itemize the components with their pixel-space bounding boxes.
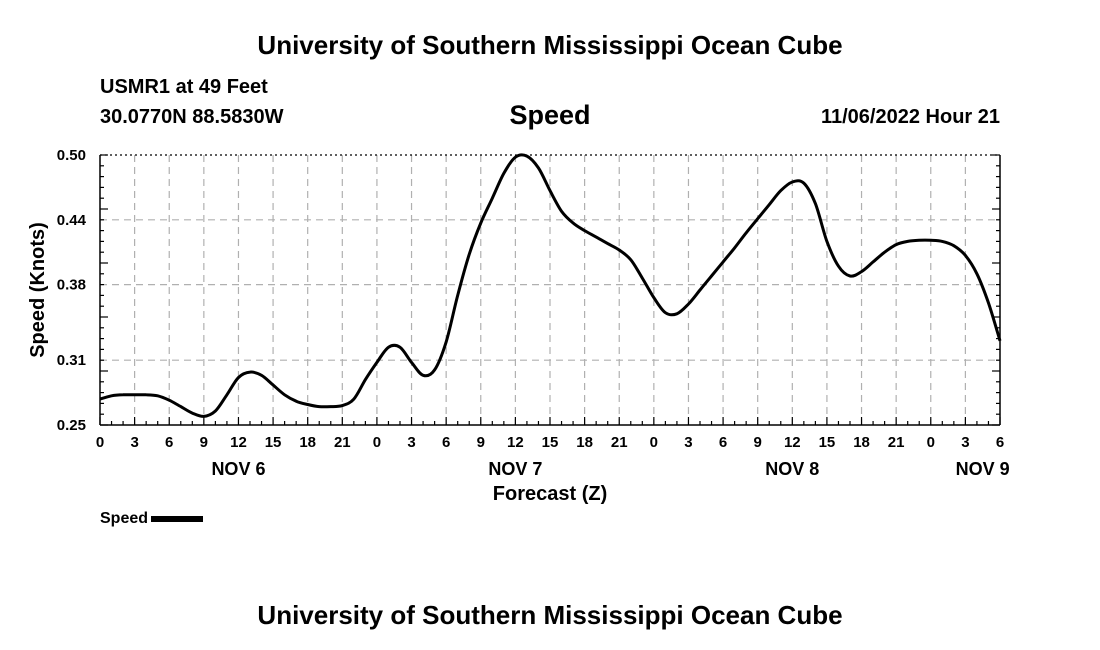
x-tick-label: 15 <box>542 434 559 451</box>
x-tick-label: 0 <box>373 434 381 451</box>
day-label: NOV 8 <box>765 459 819 479</box>
x-tick-label: 0 <box>96 434 104 451</box>
x-tick-label: 0 <box>650 434 658 451</box>
legend: Speed <box>100 510 204 528</box>
station-label: USMR1 at 49 Feet <box>100 76 268 98</box>
series-line-speed <box>99 153 1002 418</box>
y-tick-label: 0.25 <box>57 417 86 434</box>
y-tick-label: 0.44 <box>57 212 87 229</box>
x-axis-label: Forecast (Z) <box>493 483 607 505</box>
y-tick-label: 0.50 <box>57 147 86 164</box>
series <box>99 153 1002 418</box>
x-tick-label: 21 <box>888 434 905 451</box>
day-label: NOV 6 <box>211 459 265 479</box>
axes <box>99 154 1001 426</box>
coordinates-label: 30.0770N 88.5830W <box>100 106 284 128</box>
x-tick-label: 6 <box>442 434 450 451</box>
x-tick-label: 21 <box>334 434 351 451</box>
x-tick-label: 6 <box>165 434 173 451</box>
x-tick-label: 18 <box>853 434 870 451</box>
grid <box>100 155 1000 425</box>
y-tick-label: 0.31 <box>57 352 86 369</box>
timestamp-label: 11/06/2022 Hour 21 <box>820 106 1000 128</box>
legend-swatch <box>151 516 204 522</box>
day-label: NOV 7 <box>488 459 542 479</box>
x-tick-label: 12 <box>507 434 524 451</box>
footer-title: University of Southern Mississippi Ocean… <box>257 600 843 630</box>
axis-labels: Speed (Knots) Forecast (Z) 0 3 6 9 12 15 18 21 0… <box>27 147 1010 505</box>
x-tick-label: 0 <box>927 434 935 451</box>
x-tick-label: 3 <box>407 434 415 451</box>
x-tick-label: 21 <box>611 434 628 451</box>
x-tick-label: 15 <box>265 434 282 451</box>
x-tick-label: 12 <box>230 434 247 451</box>
variable-title: Speed <box>509 100 591 130</box>
x-tick-label: 18 <box>299 434 316 451</box>
x-tick-label: 6 <box>719 434 727 451</box>
day-label: NOV 9 <box>956 459 1010 479</box>
x-tick-label: 9 <box>754 434 762 451</box>
x-tick-label: 9 <box>477 434 485 451</box>
x-tick-label: 3 <box>684 434 692 451</box>
x-tick-label: 3 <box>961 434 969 451</box>
x-tick-label: 3 <box>130 434 138 451</box>
y-tick-label: 0.38 <box>57 277 86 294</box>
chart-title: University of Southern Mississippi Ocean… <box>257 30 843 60</box>
x-tick-label: 15 <box>819 434 836 451</box>
x-tick-label: 12 <box>784 434 801 451</box>
x-tick-label: 18 <box>576 434 593 451</box>
y-axis-label: Speed (Knots) <box>27 222 49 358</box>
legend-label: Speed <box>100 510 149 527</box>
x-tick-label: 6 <box>996 434 1004 451</box>
x-tick-label: 9 <box>200 434 208 451</box>
